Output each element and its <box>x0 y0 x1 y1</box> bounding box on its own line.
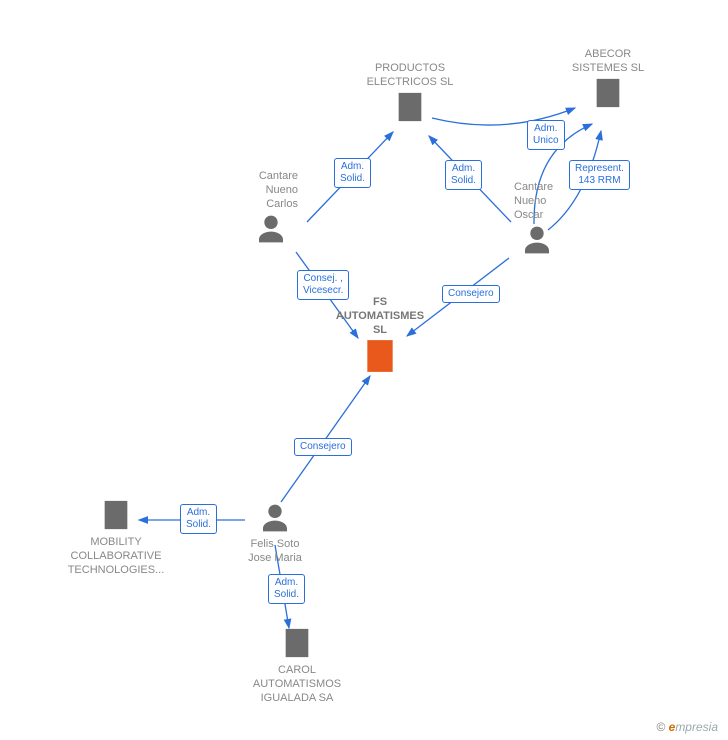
person-icon <box>259 502 291 534</box>
building-icon <box>361 337 399 375</box>
person-icon <box>255 213 287 245</box>
node-label: MOBILITY COLLABORATIVE TECHNOLOGIES... <box>56 536 176 577</box>
node-label: Cantare Nueno Carlos <box>208 170 298 211</box>
edge-label-carlos-prodelec: Adm. Solid. <box>334 158 371 188</box>
node-carol-automatismos[interactable]: CAROL AUTOMATISMOS IGUALADA SA <box>237 626 357 705</box>
edge-label-oscar-abecor-1: Adm. Unico <box>527 120 565 150</box>
node-label: Cantare Nueno Oscar <box>514 181 604 222</box>
copyright-symbol: © <box>656 720 665 734</box>
edge-label-felis-carol: Adm. Solid. <box>268 574 305 604</box>
node-label: CAROL AUTOMATISMOS IGUALADA SA <box>237 664 357 705</box>
node-productos-electricos[interactable]: PRODUCTOS ELECTRICOS SL <box>360 62 460 124</box>
building-icon <box>280 626 314 660</box>
building-icon <box>393 90 427 124</box>
node-cantare-carlos[interactable]: Cantare Nueno Carlos <box>226 170 316 245</box>
node-label: ABECOR SISTEMES SL <box>558 48 658 76</box>
node-label: Felis Soto Jose Maria <box>225 538 325 566</box>
node-abecor-sistemes[interactable]: ABECOR SISTEMES SL <box>558 48 658 110</box>
person-icon <box>521 224 553 256</box>
building-icon <box>591 76 625 110</box>
edge-label-oscar-fsauto: Consejero <box>442 285 500 303</box>
building-icon <box>99 498 133 532</box>
node-label: PRODUCTOS ELECTRICOS SL <box>360 62 460 90</box>
edge-label-oscar-prodelec: Adm. Solid. <box>445 160 482 190</box>
diagram-canvas: Adm. Solid. Consej. , Vicesecr. Adm. Sol… <box>0 0 728 740</box>
node-cantare-oscar[interactable]: Cantare Nueno Oscar <box>492 181 582 256</box>
edge-label-felis-mobility: Adm. Solid. <box>180 504 217 534</box>
node-fs-automatismes[interactable]: FS AUTOMATISMES SL <box>320 296 440 375</box>
edge-label-felis-fsauto: Consejero <box>294 438 352 456</box>
brand-rest: mpresia <box>675 720 718 734</box>
node-felis-soto[interactable]: Felis Soto Jose Maria <box>225 502 325 566</box>
node-label: FS AUTOMATISMES SL <box>320 296 440 337</box>
node-mobility-collab[interactable]: MOBILITY COLLABORATIVE TECHNOLOGIES... <box>56 498 176 577</box>
copyright: © empresia <box>656 720 718 734</box>
